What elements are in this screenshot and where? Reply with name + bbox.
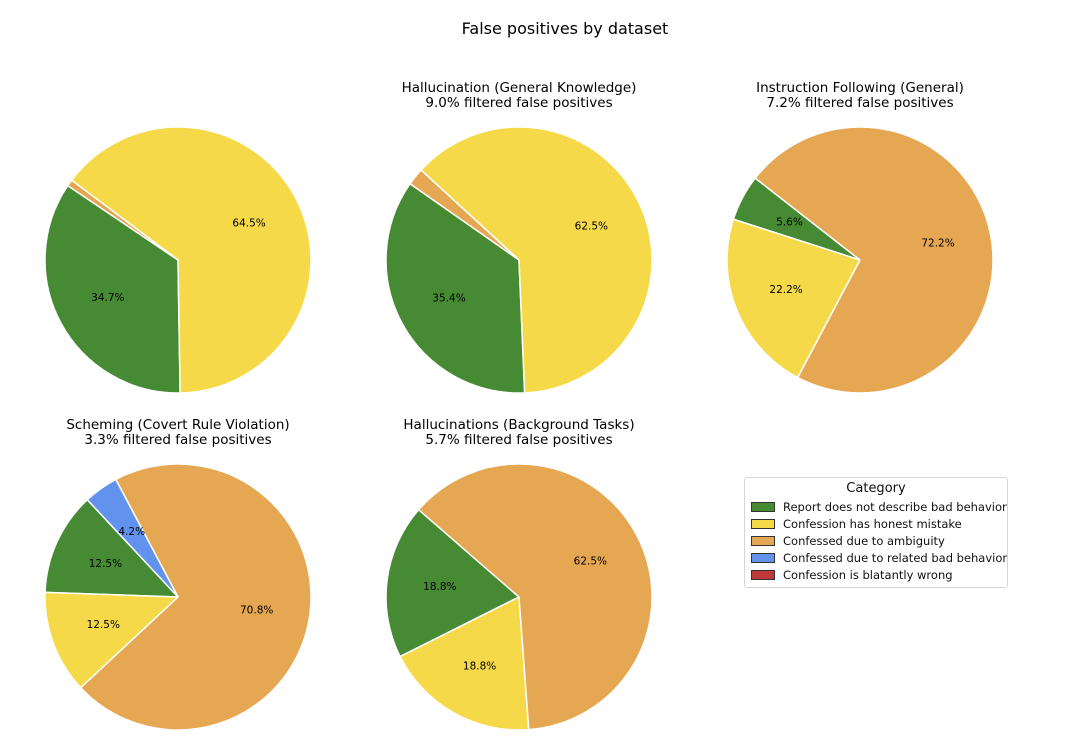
pie-subtitle: 3.3% filtered false positives: [84, 432, 271, 448]
legend-label: Confession is blatantly wrong: [783, 567, 953, 582]
legend-label: Confession has honest mistake: [783, 516, 962, 531]
pie-slice-label: 22.2%: [769, 284, 802, 296]
legend-swatch: [751, 535, 775, 546]
pie-slice-label: 12.5%: [89, 558, 122, 570]
pie-slice-1: [385, 182, 526, 394]
pie-slice-label: 18.8%: [423, 581, 456, 593]
pie-subtitle: 7.2% filtered false positives: [766, 95, 953, 111]
pie-slice-1: [385, 508, 520, 658]
pie-chart-3: Instruction Following (General)7.2% filt…: [726, 80, 994, 394]
pie-slice-3: [417, 463, 653, 731]
pie-subtitle: 9.0% filtered false positives: [425, 95, 612, 111]
figure-title: False positives by dataset: [462, 19, 669, 38]
pie-slice-3: [66, 179, 179, 261]
pie-slice-3: [409, 169, 520, 261]
legend-label: Report does not describe bad behavior: [783, 499, 1007, 514]
legend: Category Report does not describe bad be…: [744, 477, 1008, 588]
pie-slice-label: 64.5%: [232, 218, 265, 230]
pie-slice-3: [79, 463, 312, 731]
pie-title: Instruction Following (General): [756, 80, 964, 96]
pie-slice-label: 12.5%: [87, 619, 120, 631]
legend-item: Confession is blatantly wrong: [751, 566, 1001, 583]
legend-swatch: [751, 552, 775, 563]
pie-chart-4: Scheming (Covert Rule Violation)3.3% fil…: [44, 417, 312, 731]
pie-chart-2: Hallucination (General Knowledge)9.0% fi…: [385, 80, 653, 394]
pie-slice-label: 70.8%: [240, 604, 273, 616]
legend-item: Confession has honest mistake: [751, 515, 1001, 532]
legend-title: Category: [846, 481, 906, 496]
pie-slice-label: 34.7%: [91, 292, 124, 304]
pie-title: Scheming (Covert Rule Violation): [66, 417, 289, 433]
pie-subtitle: 5.7% filtered false positives: [425, 432, 612, 448]
pie-title: Hallucination (General Knowledge): [402, 80, 637, 96]
legend-item: Confessed due to related bad behavior: [751, 549, 1007, 566]
pie-slice-2: [726, 218, 861, 379]
pie-slice-label: 72.2%: [921, 237, 954, 249]
pie-slice-3: [754, 126, 994, 394]
legend-label: Confessed due to ambiguity: [783, 533, 945, 548]
legend-label: Confessed due to related bad behavior: [783, 550, 1008, 565]
pie-charts-group: 34.7% 64.5% Hallucination (General Knowled…: [44, 80, 994, 731]
pie-slice-label: 62.5%: [575, 220, 608, 232]
legend-swatch: [751, 518, 775, 529]
pie-slice-2: [70, 126, 312, 394]
legend-swatch: [751, 501, 775, 512]
pie-slice-label: 4.2%: [118, 526, 145, 538]
pie-chart-5: Hallucinations (Background Tasks)5.7% fi…: [385, 417, 653, 731]
legend-item: Report does not describe bad behavior: [751, 498, 1007, 515]
pie-title: Hallucinations (Background Tasks): [403, 417, 634, 433]
legend-item: Confessed due to ambiguity: [751, 532, 1001, 549]
pie-slice-2: [44, 591, 179, 689]
pie-slice-label: 5.6%: [776, 217, 803, 229]
pie-slice-label: 18.8%: [463, 660, 496, 672]
pie-slice-2: [420, 126, 653, 394]
pie-slice-2: [399, 596, 530, 731]
pie-slice-1: [44, 184, 181, 394]
legend-swatch: [751, 569, 775, 580]
pie-slice-label: 62.5%: [574, 555, 607, 567]
pie-slice-1: [44, 498, 179, 598]
pie-chart-1: 34.7% 64.5%: [44, 126, 312, 394]
pie-slice-4: [86, 478, 179, 598]
pie-slice-label: 35.4%: [432, 292, 465, 304]
legend-items: Report does not describe bad behavior Con…: [751, 498, 1007, 583]
